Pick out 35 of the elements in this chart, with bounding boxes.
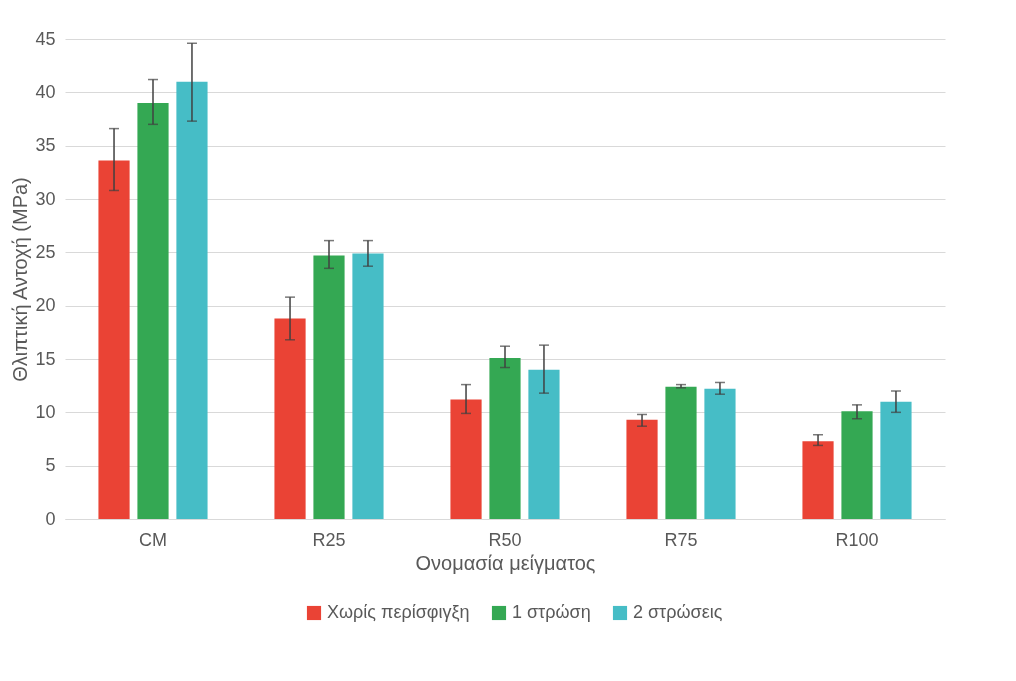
y-tick-label: 30	[35, 188, 56, 209]
bar	[450, 399, 482, 519]
x-tick-label: CM	[139, 529, 167, 550]
x-tick-label: R50	[488, 529, 522, 550]
bar	[704, 388, 736, 519]
bar	[489, 357, 521, 519]
bar	[665, 386, 697, 519]
bar	[98, 160, 130, 519]
legend-label: 2 στρώσεις	[633, 602, 723, 622]
y-tick-label: 5	[45, 455, 56, 476]
y-tick-label: 40	[35, 81, 56, 102]
x-tick-label: R100	[835, 529, 879, 550]
bar	[176, 81, 208, 519]
y-tick-label: 10	[35, 401, 56, 422]
bar	[528, 369, 560, 519]
bar	[313, 255, 345, 519]
bar	[841, 411, 873, 519]
y-tick-label: 35	[35, 135, 56, 156]
x-axis-title: Ονομασία μείγματος	[415, 551, 596, 574]
y-tick-label: 45	[35, 28, 56, 49]
legend-label: 1 στρώση	[512, 602, 591, 622]
bar	[352, 253, 384, 519]
legend-label: Χωρίς περίσφιγξη	[327, 602, 470, 622]
y-axis-title: Θλιπτική Αντοχή (MPa)	[9, 177, 32, 382]
bar	[880, 401, 912, 519]
bar	[137, 103, 169, 519]
bar	[626, 419, 658, 519]
bar	[802, 441, 834, 519]
x-tick-label: R25	[312, 529, 346, 550]
y-tick-label: 15	[35, 348, 56, 369]
x-tick-label: R75	[664, 529, 698, 550]
bar	[274, 318, 306, 519]
y-tick-label: 20	[35, 295, 56, 316]
y-tick-label: 25	[35, 241, 56, 262]
y-tick-label: 0	[45, 508, 56, 529]
